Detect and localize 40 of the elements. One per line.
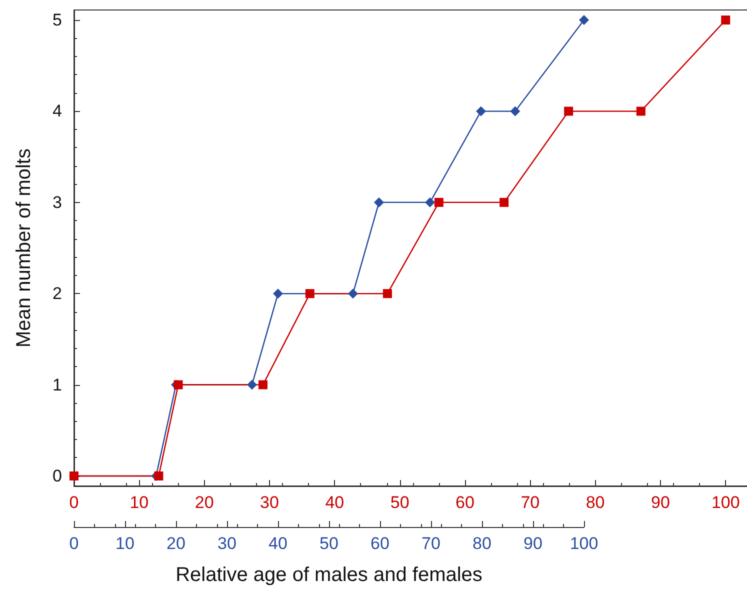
y-tick-label: 0 xyxy=(52,466,62,486)
point xyxy=(258,380,268,390)
x-tick-label: 90 xyxy=(651,493,670,512)
x2-tick-label: 90 xyxy=(524,534,542,553)
x2-tick-label: 0 xyxy=(69,534,79,553)
x2-tick-label: 60 xyxy=(370,534,390,553)
x2-tick-label: 40 xyxy=(268,534,288,553)
x-tick-label: 0 xyxy=(69,493,79,512)
x2-tick-label: 30 xyxy=(218,534,236,553)
point xyxy=(564,106,574,116)
x-tick-label: 30 xyxy=(260,493,279,512)
point xyxy=(721,16,730,25)
y-tick-label: 3 xyxy=(52,192,62,212)
x-tick-label: 80 xyxy=(586,493,605,512)
point xyxy=(500,198,509,207)
point xyxy=(305,289,314,298)
x-tick-label: 60 xyxy=(456,493,474,512)
x-tick-label: 10 xyxy=(130,493,149,512)
x2-tick-label: 100 xyxy=(570,534,598,553)
point xyxy=(174,380,183,390)
point xyxy=(382,289,392,298)
y-tick-label: 1 xyxy=(52,375,62,394)
x2-tick-label: 20 xyxy=(166,534,186,553)
x-tick-label: 20 xyxy=(194,493,214,512)
x2-tick-label: 50 xyxy=(320,534,338,553)
x2-tick-label: 10 xyxy=(116,534,134,553)
x-tick-label: 50 xyxy=(390,493,410,512)
x2-tick-label: 80 xyxy=(472,534,492,553)
y-axis-title: Mean number of molts xyxy=(13,148,35,348)
y-tick-label: 2 xyxy=(52,284,62,304)
x-tick-label: 40 xyxy=(325,493,344,512)
point xyxy=(434,198,444,207)
x-axis-title: Relative age of males and females xyxy=(176,564,482,586)
x2-tick-label: 70 xyxy=(422,534,440,553)
point xyxy=(154,471,164,480)
x-tick-label: 100 xyxy=(711,493,740,512)
x-tick-label: 70 xyxy=(520,493,540,512)
y-tick-label: 4 xyxy=(52,102,62,121)
y-tick-label: 5 xyxy=(52,10,62,30)
point xyxy=(636,106,646,116)
